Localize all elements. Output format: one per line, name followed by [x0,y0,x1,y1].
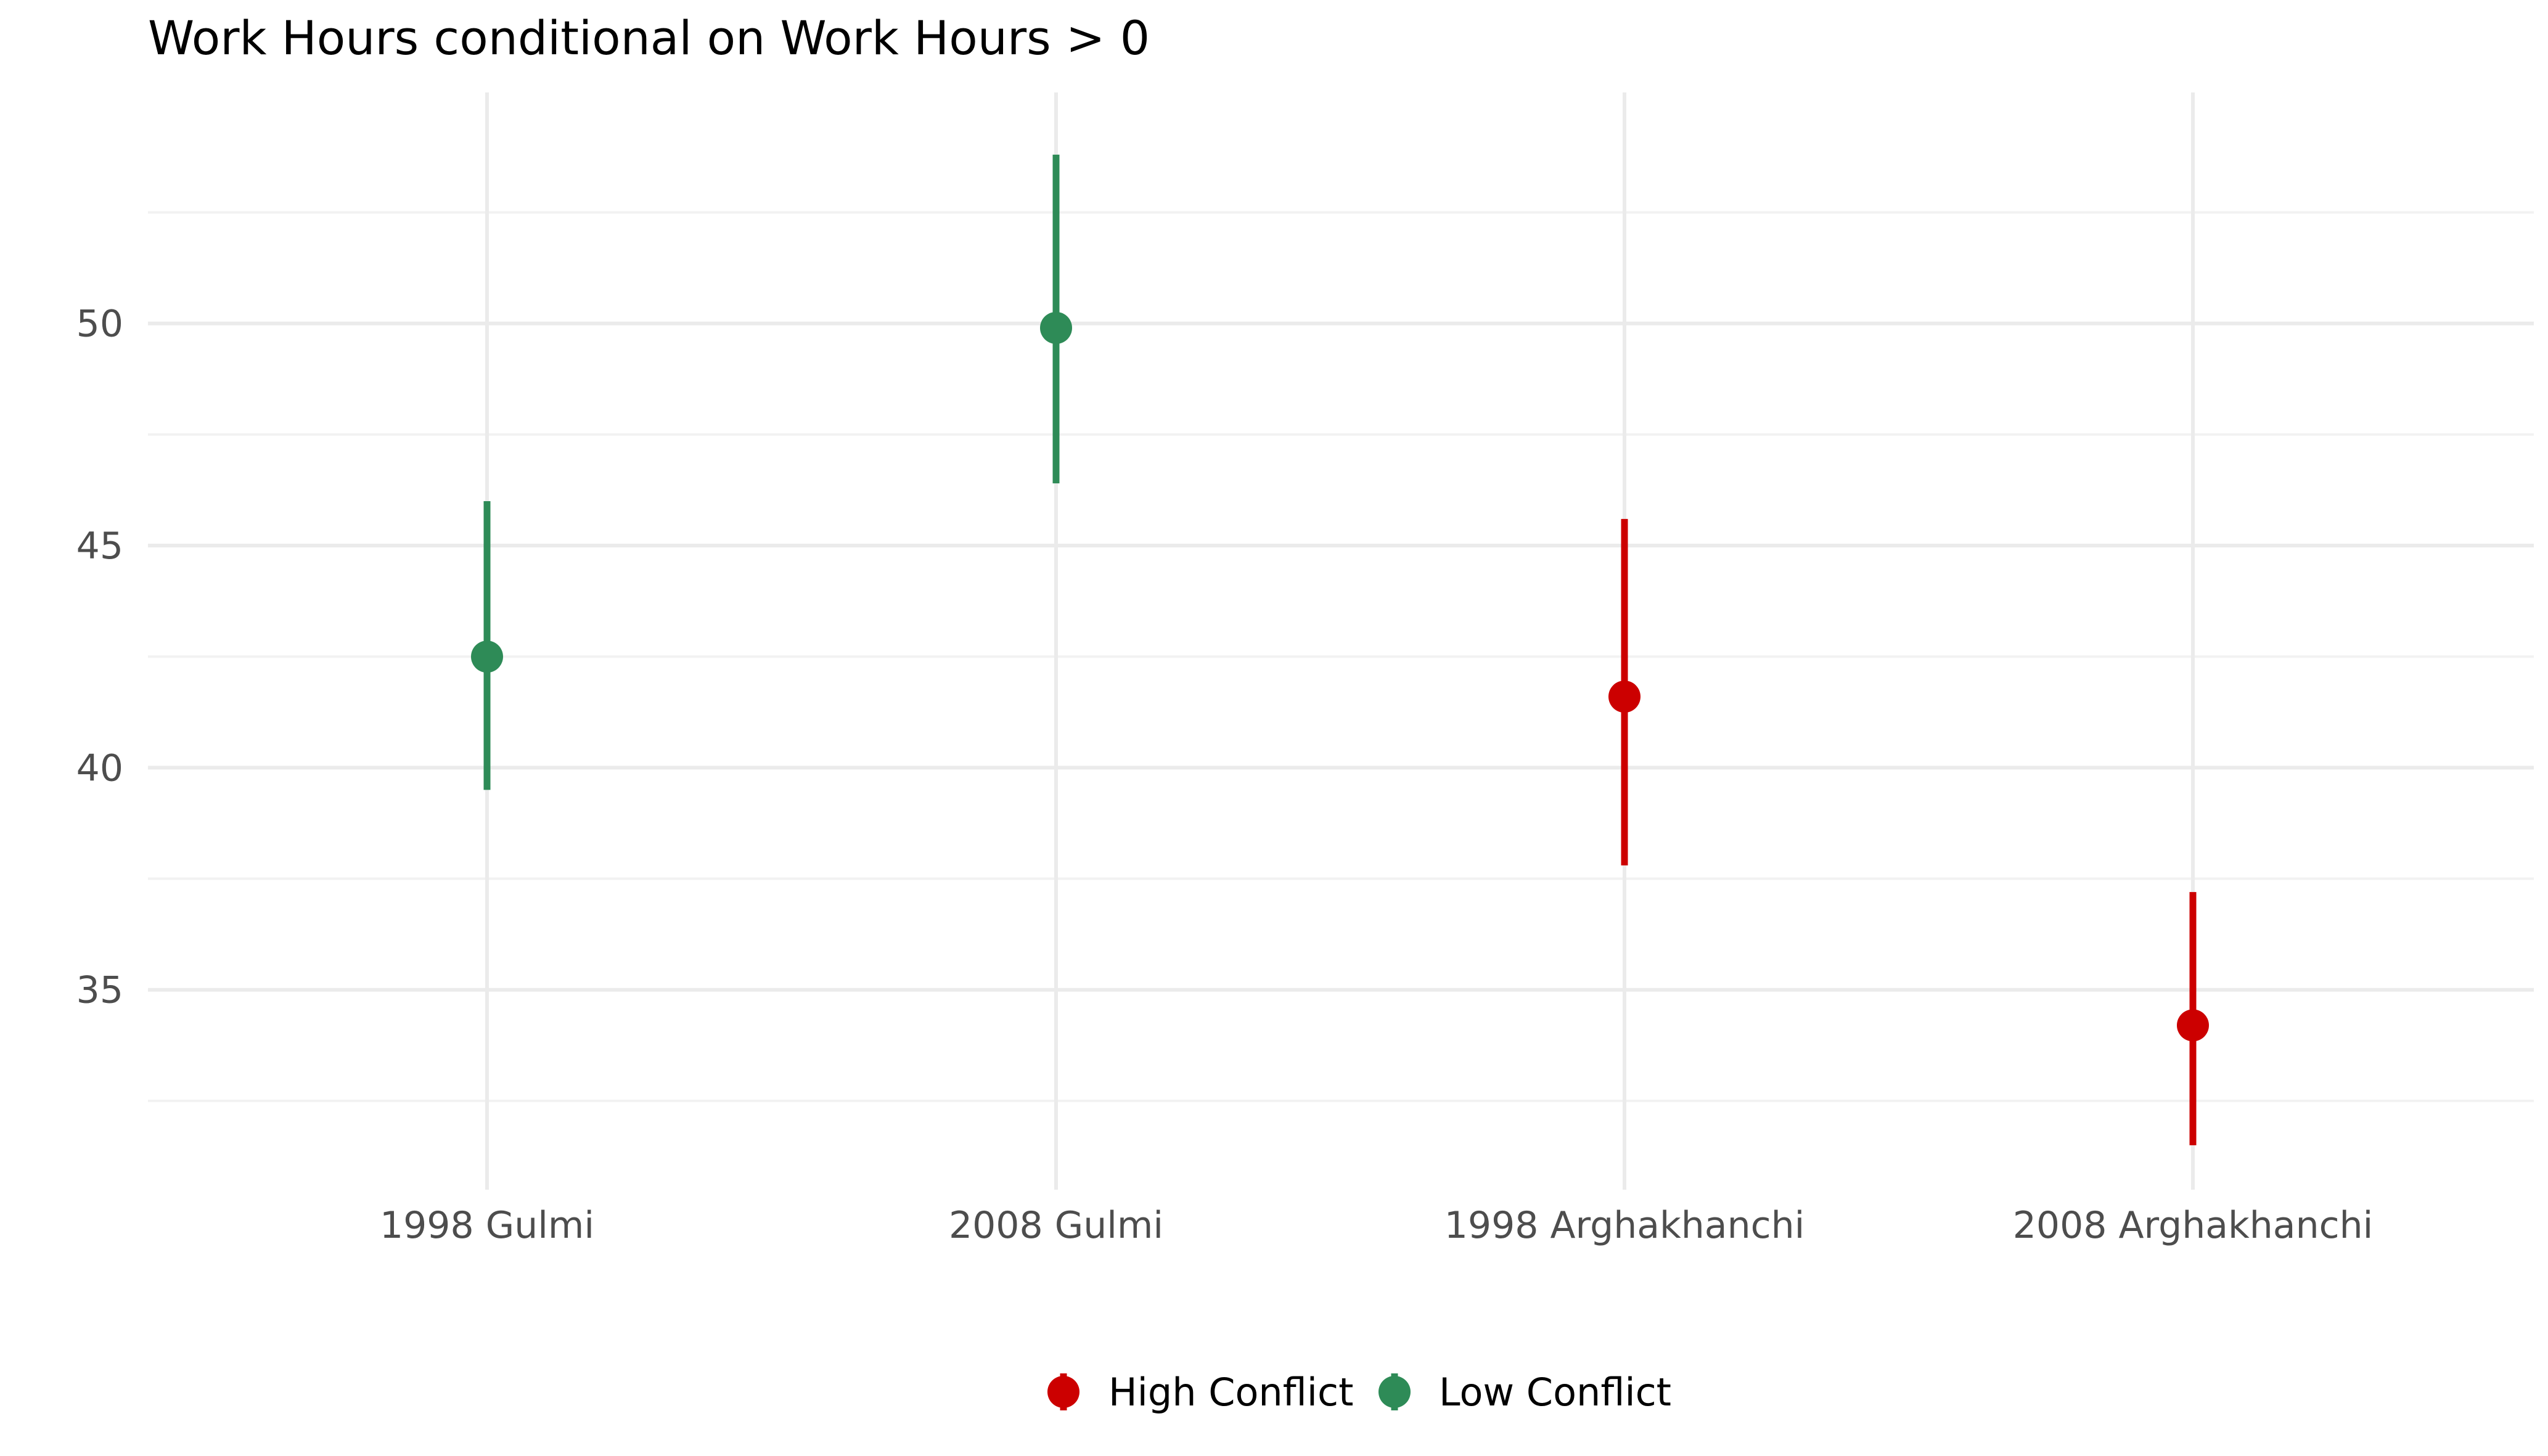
legend-key-point [1378,1376,1411,1408]
legend-label: Low Conflict [1439,1370,1671,1415]
legend-label: High Conflict [1108,1370,1353,1415]
x-tick-label: 2008 Gulmi [949,1204,1163,1247]
y-tick-label: 50 [76,303,123,346]
legend-key-point [1047,1376,1079,1408]
x-tick-label: 1998 Arghakhanchi [1444,1204,1805,1247]
chart-title: Work Hours conditional on Work Hours > 0 [148,10,1150,65]
y-tick-label: 40 [76,746,123,790]
grid [148,211,2534,1102]
data-point [471,640,503,673]
x-tick-label: 2008 Arghakhanchi [2013,1204,2374,1247]
y-tick-label: 45 [76,525,123,568]
x-tick-label: 1998 Gulmi [380,1204,594,1247]
data-marks [471,154,2209,1145]
data-point [1608,681,1641,713]
x-axis-ticks: 1998 Gulmi 2008 Gulmi 1998 Arghakhanchi 200… [380,1204,2373,1247]
data-point [1040,311,1072,344]
legend: High Conflict Low Conflict [1047,1370,1671,1415]
data-point [2177,1009,2209,1042]
y-axis-ticks: 35 40 45 50 [76,303,123,1012]
y-tick-label: 35 [76,969,123,1012]
